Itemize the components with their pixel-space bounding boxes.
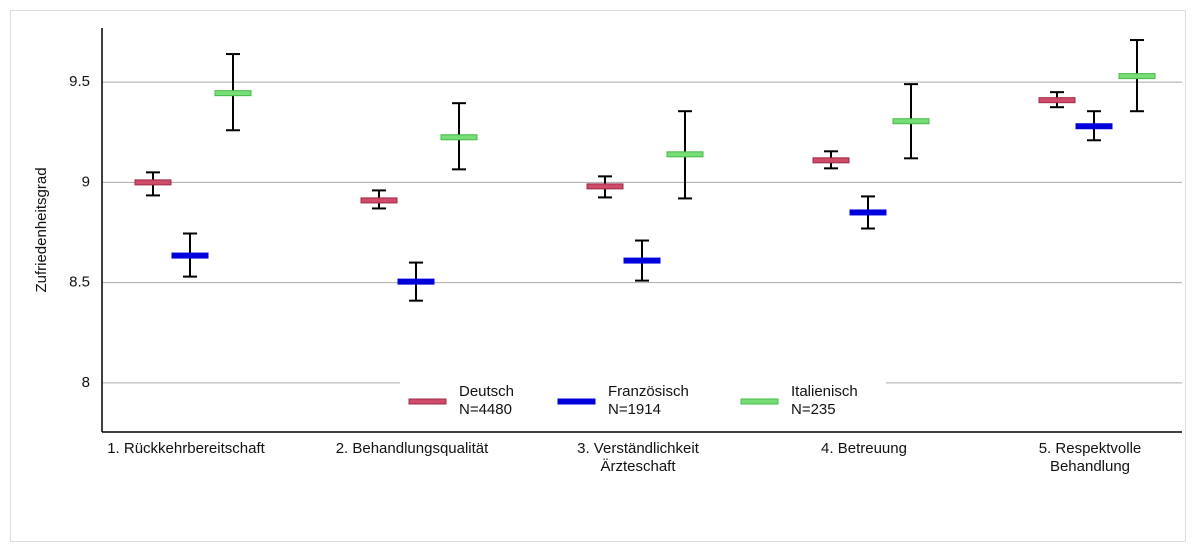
legend-label: N=1914 <box>608 401 661 418</box>
mean-marker <box>360 197 398 204</box>
mean-marker <box>214 90 252 97</box>
legend-swatch <box>557 398 596 405</box>
x-tick-label: 4. Betreuung <box>821 440 907 457</box>
y-axis-label: Zufriedenheitsgrad <box>33 167 50 292</box>
mean-marker <box>586 183 624 190</box>
legend-label: N=4480 <box>459 401 512 418</box>
x-tick-label: 1. Rückkehrbereitschaft <box>107 440 265 457</box>
mean-marker <box>812 157 850 164</box>
y-tick-label: 9.5 <box>69 73 90 90</box>
mean-marker <box>666 151 704 158</box>
legend-swatch <box>408 398 447 405</box>
x-tick-label: Behandlung <box>1050 458 1130 475</box>
x-tick-label: 5. Respektvolle <box>1039 440 1142 457</box>
mean-marker <box>440 134 478 141</box>
mean-marker <box>134 179 172 186</box>
legend-swatch <box>740 398 779 405</box>
y-tick-label: 8 <box>82 374 90 391</box>
mean-marker <box>849 209 887 216</box>
mean-marker <box>1075 123 1113 130</box>
legend-box <box>400 373 886 425</box>
legend-label: N=235 <box>791 401 836 418</box>
legend-label: Italienisch <box>791 383 858 400</box>
x-tick-label: 2. Behandlungsqualität <box>336 440 489 457</box>
legend-label: Deutsch <box>459 383 514 400</box>
y-tick-label: 8.5 <box>69 274 90 291</box>
legend-label: Französisch <box>608 383 689 400</box>
mean-marker <box>1038 97 1076 104</box>
mean-marker <box>892 118 930 125</box>
y-tick-label: 9 <box>82 173 90 190</box>
x-tick-label: Ärzteschaft <box>600 458 676 475</box>
mean-marker <box>397 278 435 285</box>
frame <box>10 10 1186 542</box>
x-tick-label: 3. Verständlichkeit <box>577 440 700 457</box>
mean-marker <box>623 257 661 264</box>
mean-marker <box>1118 73 1156 80</box>
mean-marker <box>171 252 209 259</box>
